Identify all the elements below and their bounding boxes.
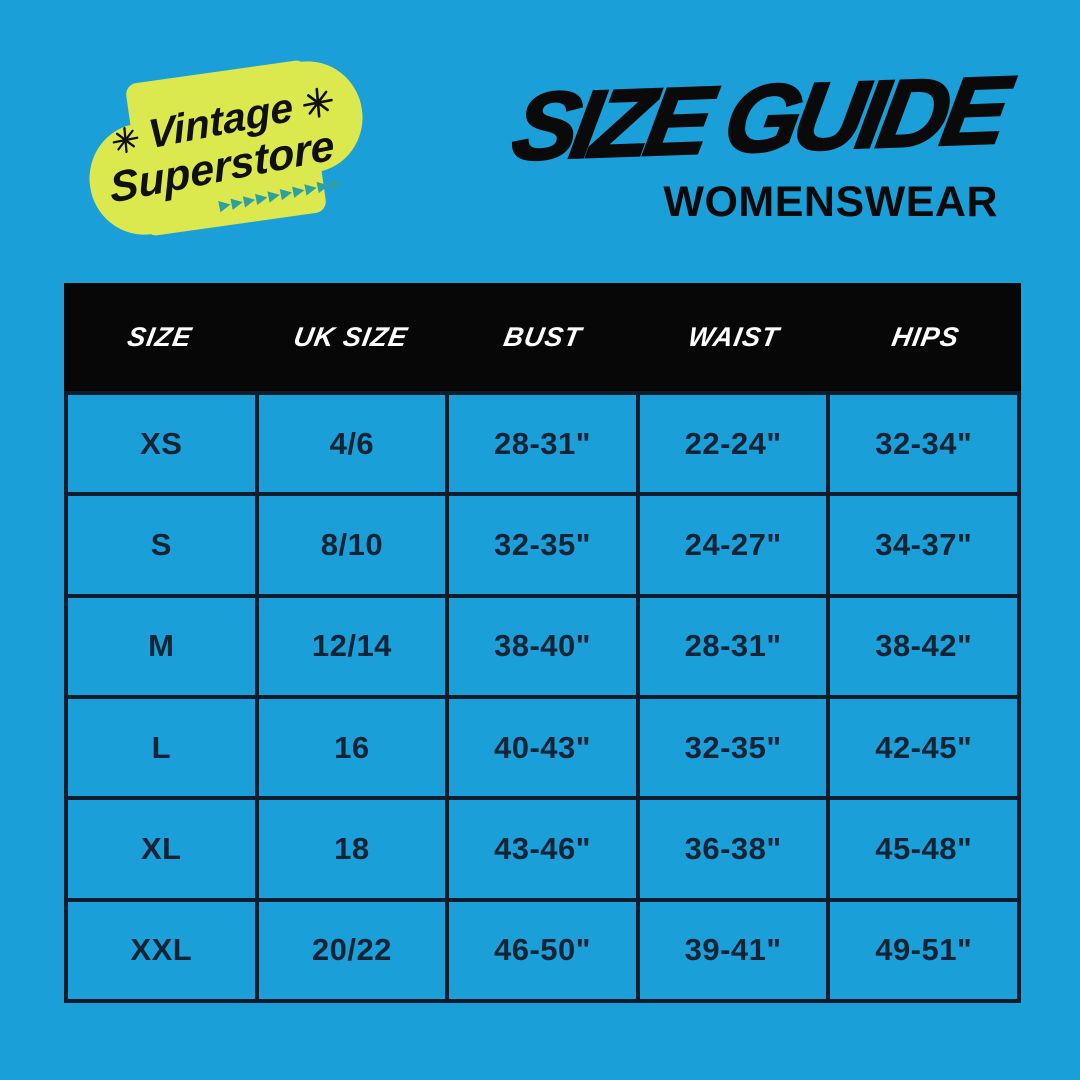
cell-bust: 38-40" bbox=[449, 597, 636, 695]
cell-bust: 46-50" bbox=[449, 901, 636, 999]
cell-bust: 32-35" bbox=[449, 496, 636, 594]
cell-bust: 43-46" bbox=[449, 800, 636, 898]
sparkle-icon bbox=[302, 86, 333, 117]
cell-hips: 38-42" bbox=[830, 597, 1017, 695]
column-header-waist: WAIST bbox=[686, 321, 782, 352]
column-header-bust: BUST bbox=[501, 321, 584, 352]
logo-content: Vintage Superstore ▶▶▶▶▶▶▶▶▶▶ bbox=[74, 33, 378, 262]
cell-hips: 32-34" bbox=[830, 395, 1017, 493]
cell-size: M bbox=[68, 597, 255, 695]
cell-hips: 42-45" bbox=[830, 699, 1017, 797]
cell-size: XL bbox=[68, 800, 255, 898]
cell-hips: 34-37" bbox=[830, 496, 1017, 594]
cell-waist: 28-31" bbox=[639, 597, 827, 695]
cell-size: XXL bbox=[68, 901, 255, 999]
table-body: XS 4/6 28-31" 22-24" 32-34" S 8/10 32-35… bbox=[64, 391, 1021, 1003]
column-header-uk-size: UK SIZE bbox=[291, 321, 411, 352]
cell-waist: 22-24" bbox=[639, 395, 827, 493]
column-header-size: SIZE bbox=[125, 321, 195, 352]
brand-logo: Vintage Superstore ▶▶▶▶▶▶▶▶▶▶ bbox=[74, 33, 378, 262]
cell-bust: 40-43" bbox=[449, 699, 636, 797]
cell-uk-size: 8/10 bbox=[258, 496, 446, 594]
table-header-row: SIZE UK SIZE BUST WAIST HIPS bbox=[64, 283, 1021, 391]
title-block: SIZE GUIDE WOMENSWEAR bbox=[504, 56, 1013, 227]
page-title: SIZE GUIDE bbox=[504, 56, 1013, 182]
cell-waist: 36-38" bbox=[639, 800, 827, 898]
cell-bust: 28-31" bbox=[449, 395, 636, 493]
page-subtitle: WOMENSWEAR bbox=[663, 177, 998, 226]
sparkle-icon bbox=[112, 126, 138, 153]
cell-uk-size: 16 bbox=[258, 699, 446, 797]
cell-uk-size: 4/6 bbox=[258, 395, 446, 493]
logo-line1: Vintage bbox=[110, 76, 334, 165]
cell-size: XS bbox=[68, 395, 255, 493]
cell-uk-size: 20/22 bbox=[258, 901, 446, 999]
cell-size: L bbox=[68, 699, 255, 797]
cell-hips: 45-48" bbox=[830, 800, 1017, 898]
cell-size: S bbox=[68, 496, 255, 594]
cell-waist: 24-27" bbox=[639, 496, 827, 594]
cell-waist: 32-35" bbox=[639, 699, 827, 797]
column-header-hips: HIPS bbox=[889, 321, 962, 352]
cell-waist: 39-41" bbox=[639, 901, 827, 999]
size-table: SIZE UK SIZE BUST WAIST HIPS XS 4/6 28-3… bbox=[64, 283, 1021, 1003]
cell-uk-size: 18 bbox=[258, 800, 446, 898]
cell-hips: 49-51" bbox=[830, 901, 1017, 999]
cell-uk-size: 12/14 bbox=[258, 597, 446, 695]
badge-shape-icon bbox=[89, 60, 363, 236]
